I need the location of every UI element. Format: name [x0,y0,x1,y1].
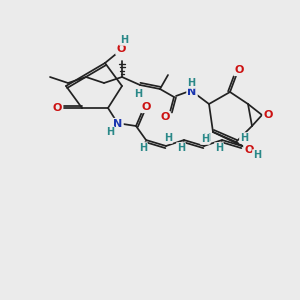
Text: O: O [52,103,62,113]
Text: O: O [160,112,170,122]
Text: H: H [187,78,195,88]
Text: O: O [263,110,273,120]
Text: O: O [234,65,244,75]
Text: O: O [141,102,151,112]
Text: H: H [202,133,210,143]
Text: N: N [113,119,123,129]
Text: H: H [164,133,172,143]
Text: H: H [139,143,147,153]
Text: H: H [201,134,209,144]
Text: N: N [188,87,196,97]
Text: H: H [240,133,248,143]
Text: H: H [177,143,185,153]
Text: H: H [134,89,142,99]
Text: O: O [116,44,126,54]
Text: O: O [244,145,254,155]
Text: H: H [253,150,261,160]
Text: H: H [106,127,114,137]
Text: H: H [120,35,128,45]
Text: H: H [215,143,223,153]
